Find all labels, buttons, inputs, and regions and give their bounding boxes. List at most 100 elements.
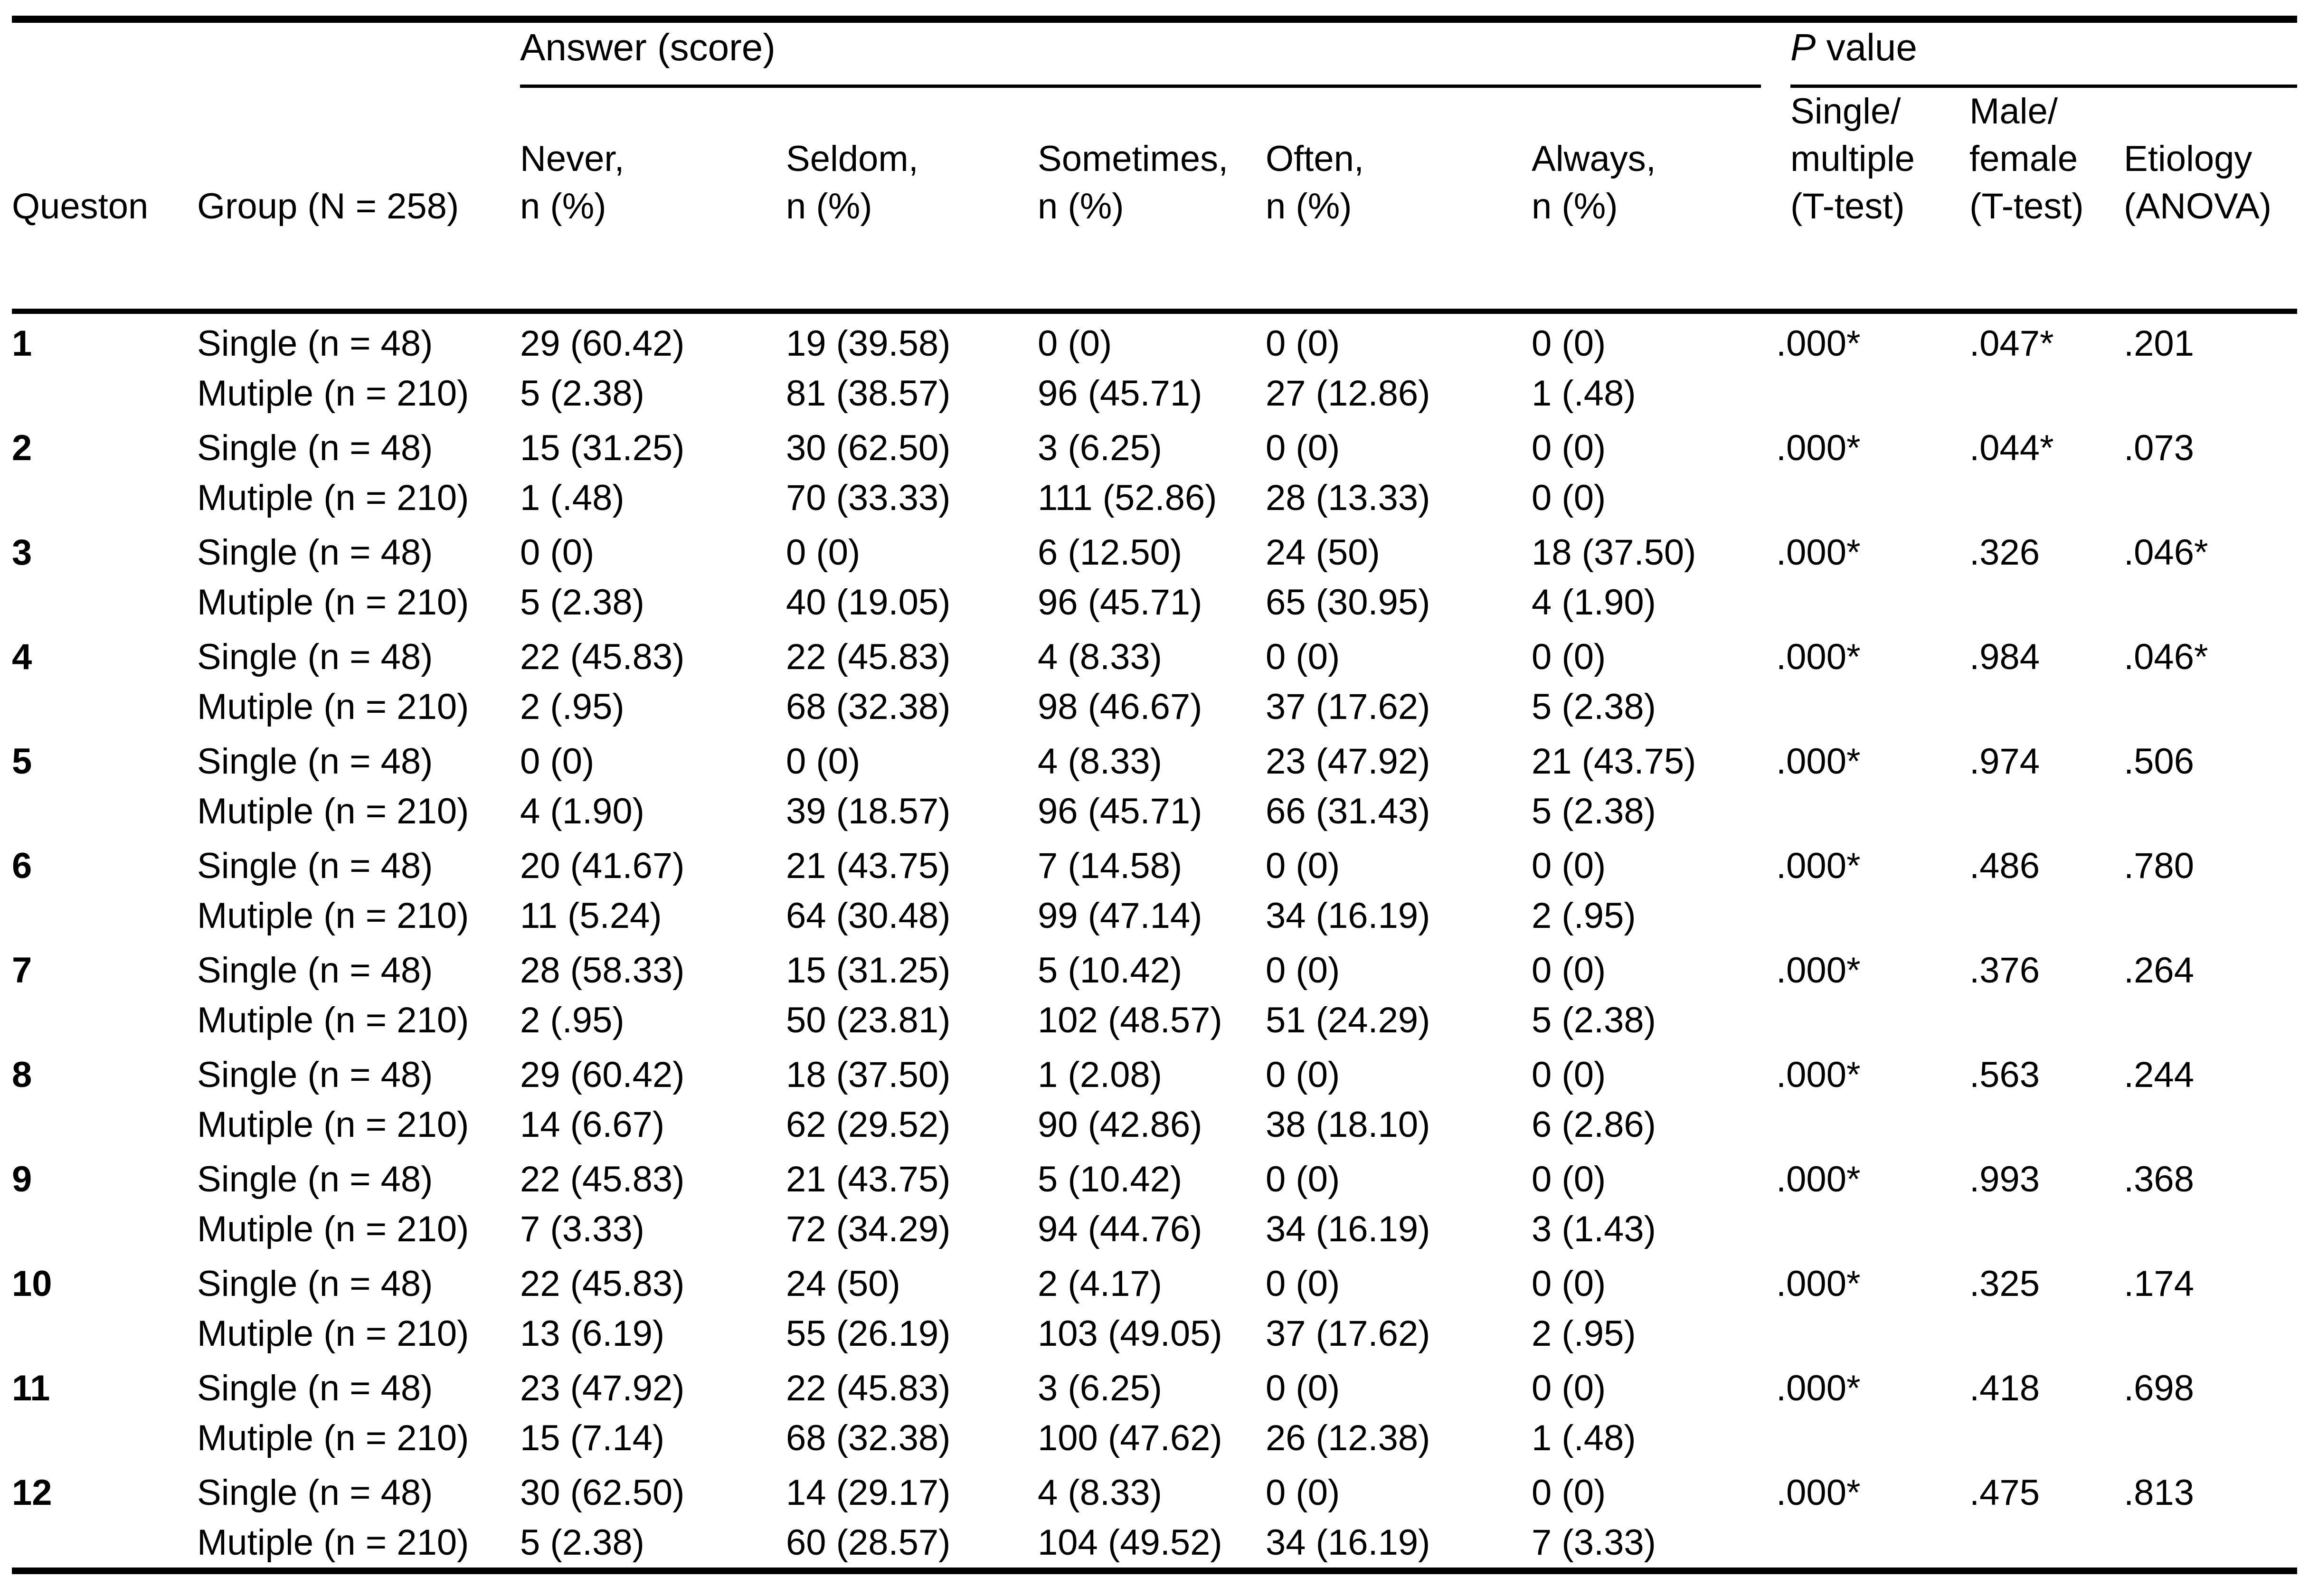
spanner-row: Answer (score) P value: [12, 19, 2298, 88]
answer-cell-always: 7 (3.33): [1532, 1522, 1656, 1563]
answer-cell-often: 37 (17.62): [1266, 687, 1430, 727]
group-label-cell: Mutiple (n = 210): [197, 687, 469, 727]
p-value-cell-etiology: .073: [2124, 428, 2194, 468]
question-number-cell: 2: [12, 428, 32, 468]
answer-cell-seldom: 39 (18.57): [786, 791, 951, 831]
answer-cell-often: 0 (0): [1266, 428, 1340, 468]
column-header-label: Often,: [1266, 139, 1364, 179]
answer-cell-often: 38 (18.10): [1266, 1105, 1430, 1145]
question-row-multiple: Mutiple (n = 210) 2 (.95) 68 (32.38) 98 (46…: [12, 682, 2297, 732]
answer-cell-seldom: 72 (34.29): [786, 1209, 951, 1249]
answer-cell-never: 29 (60.42): [520, 1055, 685, 1095]
table-header: Answer (score) P value Queston Group (N …: [12, 19, 2298, 314]
answer-cell-often: 0 (0): [1266, 1264, 1340, 1304]
column-header-sometimes: Sometimes, n (%): [1038, 88, 1266, 314]
answer-cell-often: 0 (0): [1266, 846, 1340, 886]
p-value-cell-single-multiple: .000*: [1776, 846, 1861, 886]
answer-cell-sometimes: 111 (52.86): [1038, 478, 1217, 518]
question-row-single: 3 Single (n = 48) 0 (0) 0 (0) 6 (12.50) 24 (5…: [12, 523, 2297, 577]
group-label-cell: Single (n = 48): [197, 323, 433, 364]
answer-cell-never: 23 (47.92): [520, 1368, 685, 1408]
p-value-cell-male-female: .418: [1969, 1368, 2040, 1408]
answer-score-spanner-label: Answer (score): [520, 26, 1761, 88]
question-row-single: 8 Single (n = 48) 29 (60.42) 18 (37.50) 1 (2…: [12, 1045, 2297, 1100]
answer-cell-seldom: 60 (28.57): [786, 1522, 951, 1563]
answer-cell-often: 23 (47.92): [1266, 741, 1430, 782]
answer-cell-sometimes: 4 (8.33): [1038, 741, 1162, 782]
p-value-cell-etiology: .506: [2124, 741, 2194, 782]
question-row-single: 7 Single (n = 48) 28 (58.33) 15 (31.25) 5 (1…: [12, 941, 2297, 995]
p-value-cell-single-multiple: .000*: [1776, 1055, 1861, 1095]
answer-cell-often: 34 (16.19): [1266, 1209, 1430, 1249]
column-header-label: n (%): [1532, 186, 1618, 227]
group-label-cell: Mutiple (n = 210): [197, 1418, 469, 1458]
group-label-cell: Mutiple (n = 210): [197, 582, 469, 623]
answer-cell-seldom: 18 (37.50): [786, 1055, 951, 1095]
question-row-single: 4 Single (n = 48) 22 (45.83) 22 (45.83) 4 (8…: [12, 627, 2297, 682]
answer-cell-always: 0 (0): [1532, 1368, 1606, 1408]
question-row-multiple: Mutiple (n = 210) 11 (5.24) 64 (30.48) 99 (…: [12, 891, 2297, 941]
p-value-cell-single-multiple: .000*: [1776, 1368, 1861, 1408]
p-value-cell-male-female: .325: [1969, 1264, 2040, 1304]
answer-cell-seldom: 81 (38.57): [786, 373, 951, 414]
question-number-cell: 4: [12, 637, 32, 677]
answer-cell-never: 5 (2.38): [520, 582, 644, 623]
paper-table-page: { "page": { "background": "#ffffff", "te…: [0, 16, 2309, 1596]
answer-cell-never: 15 (31.25): [520, 428, 685, 468]
answer-cell-never: 29 (60.42): [520, 323, 685, 364]
answer-cell-seldom: 21 (43.75): [786, 846, 951, 886]
group-label-cell: Mutiple (n = 210): [197, 1522, 469, 1563]
p-value-cell-male-female: .974: [1969, 741, 2040, 782]
answer-cell-always: 0 (0): [1532, 323, 1606, 364]
answer-cell-always: 21 (43.75): [1532, 741, 1696, 782]
column-header-single-multiple: Single/ multiple (T-test): [1776, 88, 1970, 314]
answer-score-spanner-cell: Answer (score): [520, 19, 1776, 88]
column-header-label: n (%): [1038, 186, 1124, 227]
answer-cell-never: 22 (45.83): [520, 1264, 685, 1304]
answer-cell-often: 34 (16.19): [1266, 1522, 1430, 1563]
p-value-cell-single-multiple: .000*: [1776, 741, 1861, 782]
answer-cell-always: 18 (37.50): [1532, 532, 1696, 573]
answer-cell-seldom: 30 (62.50): [786, 428, 951, 468]
answer-cell-never: 0 (0): [520, 741, 595, 782]
answer-cell-always: 0 (0): [1532, 1264, 1606, 1304]
p-value-cell-male-female: .984: [1969, 637, 2040, 677]
group-label-cell: Single (n = 48): [197, 1159, 433, 1199]
answer-cell-never: 22 (45.83): [520, 637, 685, 677]
answer-cell-never: 22 (45.83): [520, 1159, 685, 1199]
answer-cell-seldom: 62 (29.52): [786, 1105, 951, 1145]
answer-cell-seldom: 15 (31.25): [786, 950, 951, 991]
p-value-cell-male-female: .486: [1969, 846, 2040, 886]
answer-cell-sometimes: 100 (47.62): [1038, 1418, 1222, 1458]
answer-cell-never: 5 (2.38): [520, 373, 644, 414]
answer-cell-sometimes: 90 (42.86): [1038, 1105, 1202, 1145]
group-label-cell: Single (n = 48): [197, 741, 433, 782]
answer-cell-never: 14 (6.67): [520, 1105, 665, 1145]
p-value-rest: value: [1816, 26, 1917, 68]
answer-cell-always: 0 (0): [1532, 846, 1606, 886]
answer-cell-seldom: 64 (30.48): [786, 896, 951, 936]
answer-cell-never: 1 (.48): [520, 478, 625, 518]
p-value-cell-male-female: .376: [1969, 950, 2040, 991]
column-header-label: (ANOVA): [2124, 186, 2272, 227]
group-label-cell: Single (n = 48): [197, 1055, 433, 1095]
p-value-cell-male-female: .044*: [1969, 428, 2054, 468]
answer-cell-always: 0 (0): [1532, 478, 1606, 518]
column-header-label: female: [1969, 139, 2078, 179]
answer-cell-seldom: 68 (32.38): [786, 687, 951, 727]
answer-cell-sometimes: 5 (10.42): [1038, 950, 1183, 991]
answer-cell-often: 0 (0): [1266, 1159, 1340, 1199]
answer-cell-often: 51 (24.29): [1266, 1000, 1430, 1040]
answer-cell-always: 4 (1.90): [1532, 582, 1656, 623]
p-value-spanner-label: P value: [1790, 26, 2298, 88]
p-value-cell-etiology: .264: [2124, 950, 2194, 991]
question-row-multiple: Mutiple (n = 210) 5 (2.38) 60 (28.57) 104 (…: [12, 1518, 2297, 1571]
column-header-seldom: Seldom, n (%): [786, 88, 1038, 314]
answer-cell-seldom: 70 (33.33): [786, 478, 951, 518]
answer-cell-often: 34 (16.19): [1266, 896, 1430, 936]
question-row-multiple: Mutiple (n = 210) 13 (6.19) 55 (26.19) 103 …: [12, 1309, 2297, 1359]
answer-cell-sometimes: 4 (8.33): [1038, 637, 1162, 677]
group-label-cell: Single (n = 48): [197, 532, 433, 573]
p-value-cell-etiology: .046*: [2124, 637, 2208, 677]
p-value-cell-single-multiple: .000*: [1776, 428, 1861, 468]
